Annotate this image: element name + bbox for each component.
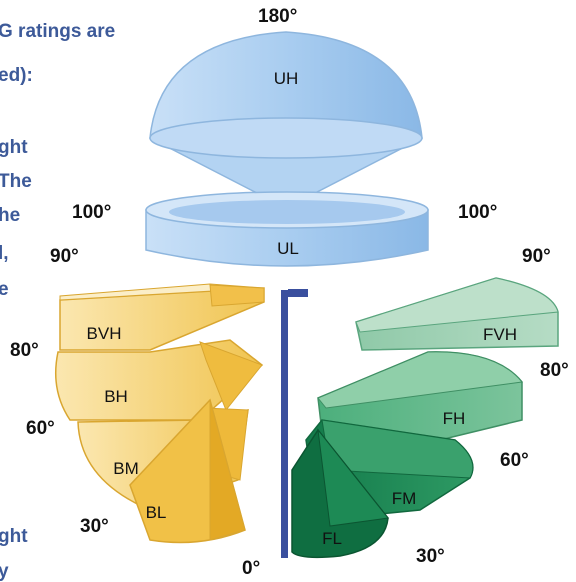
- zone-bl-shape: [129, 398, 246, 544]
- zone-label-bvh: BVH: [87, 324, 122, 343]
- angle-label-60-left: 60°: [26, 418, 55, 439]
- zone-label-uh: UH: [274, 69, 299, 88]
- text-fragment-6: l,: [0, 243, 9, 264]
- angle-label-100-left: 100°: [72, 202, 111, 223]
- text-fragment-8: ght: [0, 526, 28, 547]
- text-fragment-7: e: [0, 279, 9, 300]
- zone-label-fm: FM: [392, 489, 417, 508]
- angle-label-180: 180°: [258, 6, 297, 27]
- zone-fl-shape: [291, 428, 389, 559]
- text-fragment-1: G ratings are: [0, 21, 116, 42]
- zone-label-bm: BM: [113, 459, 139, 478]
- angle-label-30-left: 30°: [80, 516, 109, 537]
- zone-bvh-shape: [59, 283, 265, 351]
- text-fragment-4: The: [0, 171, 32, 192]
- angle-label-80-left: 80°: [10, 340, 39, 361]
- text-fragment-5: he: [0, 205, 21, 226]
- zone-label-fvh: FVH: [483, 325, 517, 344]
- text-fragment-3: ght: [0, 137, 28, 158]
- zone-label-ul: UL: [277, 239, 299, 258]
- zone-label-fh: FH: [443, 409, 466, 428]
- zone-label-bl: BL: [146, 503, 167, 522]
- angle-label-90-right: 90°: [522, 246, 551, 267]
- zone-fh-shape: [317, 351, 523, 441]
- angle-label-80-right: 80°: [540, 360, 569, 381]
- angle-label-0: 0°: [242, 558, 260, 576]
- angle-label-60-right: 60°: [500, 450, 529, 471]
- zone-fvh-shape: [355, 277, 559, 351]
- zone-bh-shape: [55, 339, 264, 421]
- luminaire-pole: [281, 289, 308, 558]
- angle-label-100-right: 100°: [458, 202, 497, 223]
- angle-label-30-right: 30°: [416, 546, 445, 567]
- angle-label-90-left: 90°: [50, 246, 79, 267]
- text-fragment-2: ed):: [0, 65, 33, 86]
- zone-label-fl: FL: [322, 529, 342, 548]
- zone-ul-shape: [145, 191, 429, 267]
- text-fragment-9: y: [0, 561, 9, 582]
- zone-uh-shape: [149, 31, 423, 209]
- zone-label-bh: BH: [104, 387, 128, 406]
